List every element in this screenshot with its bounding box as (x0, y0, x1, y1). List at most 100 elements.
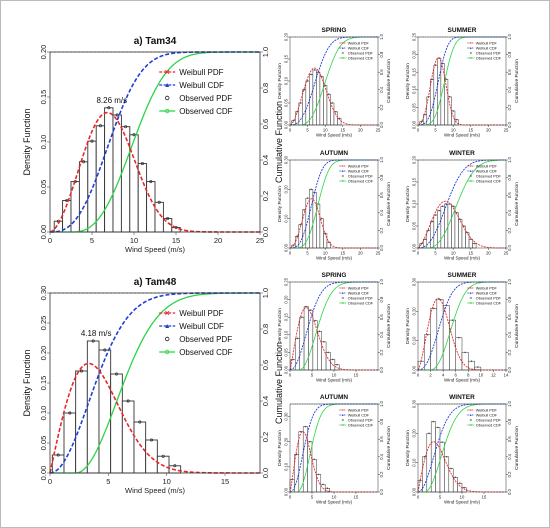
x-tick-label: 2 (429, 373, 432, 378)
x-tick-label: 5 (106, 477, 110, 486)
chart-title: AUTUMN (320, 394, 348, 401)
y-tick-label: 0.00 (284, 243, 289, 252)
legend-swatch-marker (469, 179, 472, 182)
x-tick-label: 10 (323, 128, 328, 133)
legend-swatch-marker (469, 42, 472, 44)
x-tick-label: 25 (376, 251, 381, 256)
observed-pdf-point (436, 426, 439, 429)
histogram-bar (308, 309, 314, 371)
observed-pdf-point (306, 80, 309, 82)
y2-tick-label: 1.0 (379, 278, 384, 284)
y-tick-label: 0.20 (39, 45, 48, 60)
y-axis-label: Density Function (22, 349, 32, 416)
legend-label: Weibull PDF (348, 286, 370, 290)
legend-label: Weibull PDF (348, 41, 370, 45)
x-tick-label: 10 (162, 477, 170, 486)
legend-label: Observed PDF (476, 174, 502, 178)
x-axis-label: Wind Speed (m/s) (316, 378, 353, 383)
legend-swatch-marker (164, 95, 170, 101)
y-tick-label: 0.10 (412, 199, 417, 208)
observed-pdf-point (161, 454, 165, 458)
observed-pdf-point (310, 73, 312, 76)
legend-label: Observed PDF (476, 418, 502, 422)
observed-pdf-point (432, 420, 435, 423)
histogram-bar (104, 107, 114, 233)
chart-title: WINTER (449, 394, 475, 401)
x-tick-label: 15 (221, 477, 229, 486)
legend-label: Weibull CDF (348, 46, 370, 50)
y2-tick-label: 0.4 (379, 209, 384, 215)
x-tick-label: 5 (90, 236, 94, 245)
observed-pdf-point (326, 487, 329, 490)
legend-label: Weibull CDF (348, 291, 370, 295)
x-tick-label: 10 (460, 495, 465, 500)
weibull-pdf-curve (417, 297, 506, 371)
observed-pdf-point (308, 440, 311, 443)
legend-swatch-marker (341, 424, 344, 427)
x-tick-label: 0 (417, 128, 420, 133)
y2-tick-label: 0.4 (507, 209, 512, 215)
x-tick-label: 0 (48, 236, 52, 245)
weibull-pdf-curve (289, 67, 378, 126)
plot-frame (417, 281, 507, 371)
chart-tam48-autumn: AUTUMN 0.00 0.10 0.20 0.30 0.0 0.2 0.4 0.6 0.8 1.0… (277, 394, 392, 505)
histogram-bar (451, 205, 456, 249)
y2-tick-label: 0.6 (261, 119, 270, 129)
chart-title: SPRING (322, 272, 347, 279)
observed-pdf-point (473, 242, 476, 245)
y-axis-label: Density Function (405, 308, 411, 344)
histogram-bar (302, 426, 308, 493)
y-tick-label: 0.25 (39, 316, 48, 331)
chart-title: a) Tam48 (134, 277, 177, 288)
observed-pdf-point (91, 339, 95, 343)
y-tick-label: 0.10 (412, 458, 417, 467)
legend-label: Weibull PDF (476, 408, 498, 412)
y2-tick-label: 0.0 (507, 366, 512, 372)
weibull-pdf-curve (417, 200, 506, 249)
y-tick-label: 0.10 (39, 406, 48, 421)
legend-label: Observed PDF (348, 296, 374, 300)
observed-pdf-point (334, 111, 337, 113)
y-tick-label: 0.10 (284, 214, 289, 223)
y2-tick-label: 0.0 (507, 244, 512, 250)
y2-axis-label: Cumulative Function (514, 59, 520, 103)
histogram-bar (455, 337, 463, 371)
legend-swatch-marker (341, 287, 344, 289)
histogram-bar (321, 341, 327, 371)
observed-pdf-point (454, 476, 457, 479)
observed-pdf-point (310, 188, 312, 191)
histogram-bar (444, 203, 449, 249)
histogram-bar (326, 241, 331, 249)
y2-tick-label: 0.6 (379, 192, 384, 198)
x-tick-label: 10 (130, 236, 138, 245)
observed-pdf-point (150, 438, 154, 442)
chart-title: SPRING (322, 27, 347, 34)
legend-label: Observed PDF (476, 296, 502, 300)
observed-pdf-point (90, 139, 94, 143)
observed-pdf-point (452, 205, 455, 207)
y-tick-label: 0.20 (284, 32, 289, 41)
y-axis-label: Density Function (405, 186, 411, 222)
y-tick-label: 0.00 (412, 365, 417, 374)
y2-tick-label: 0.2 (379, 227, 384, 233)
histogram-bar (326, 93, 331, 126)
histogram-bar (146, 181, 156, 233)
weibull-cdf-curve (49, 51, 260, 233)
legend-label: Observed CDF (348, 56, 374, 60)
x-tick-label: 0 (289, 251, 292, 256)
chart-tam34-spring: SPRING 0.00 0.05 0.10 0.15 0.20 0.0 0.2 0.4 0.6 0.… (277, 27, 392, 138)
histogram-bar (302, 89, 307, 126)
chart-title: WINTER (449, 150, 475, 157)
observed-pdf-point (313, 69, 316, 71)
x-tick-label: 20 (486, 251, 491, 256)
legend-label: Observed CDF (348, 179, 374, 183)
y2-axis-label: Cumulative Function (274, 342, 284, 424)
y-tick-label: 0.20 (284, 295, 289, 304)
y-tick-label: 0.05 (412, 103, 417, 112)
legend-label: Observed PDF (348, 418, 374, 422)
x-tick-label: 8 (467, 373, 470, 378)
observed-pdf-point (317, 473, 320, 476)
y2-tick-label: 0.6 (507, 314, 512, 320)
y2-tick-label: 0.6 (379, 436, 384, 442)
legend-swatch-marker (341, 47, 344, 49)
